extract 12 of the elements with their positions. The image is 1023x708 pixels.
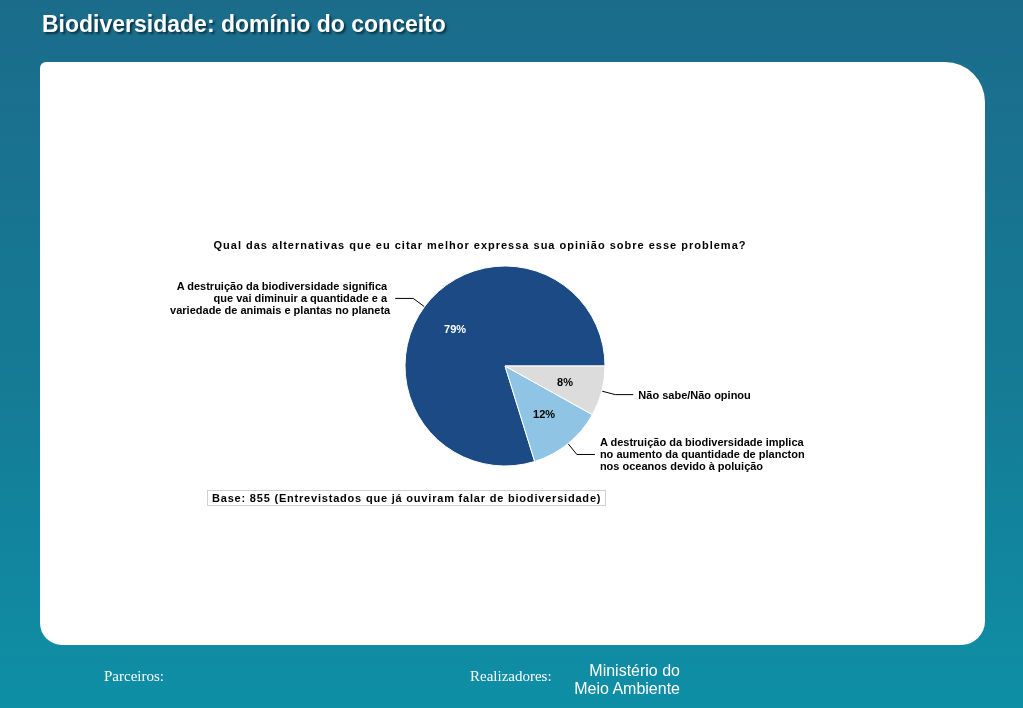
data-label: 79%	[444, 323, 467, 336]
text: Ministério do Meio Ambiente	[573, 662, 680, 698]
slice-label: A destruição da biodiversidade significa que vai diminuir a quantidade e a variedade de animais e plantas no planeta	[170, 280, 392, 317]
chart-title: Biodiversidade: domínio do conceito	[42, 11, 446, 38]
data-label: 8%	[557, 375, 574, 388]
chart-subtitle: Qual das alternativas que eu citar melhor expressa sua opinião sobre esse problema?	[212, 239, 748, 251]
slice-label: Não sabe/Não opinou	[638, 388, 751, 401]
text: Base: 855 (Entrevistados que já ouviram falar de biodiversidade)	[207, 490, 607, 506]
text: Parceiros:	[104, 668, 164, 685]
data-label: 12%	[533, 408, 556, 421]
slice-label: A destruição da biodiversidade implica no aumento da quantidade de plancton nos oceanos devido à poluição	[599, 436, 808, 473]
text: Realizadores:	[470, 668, 552, 685]
